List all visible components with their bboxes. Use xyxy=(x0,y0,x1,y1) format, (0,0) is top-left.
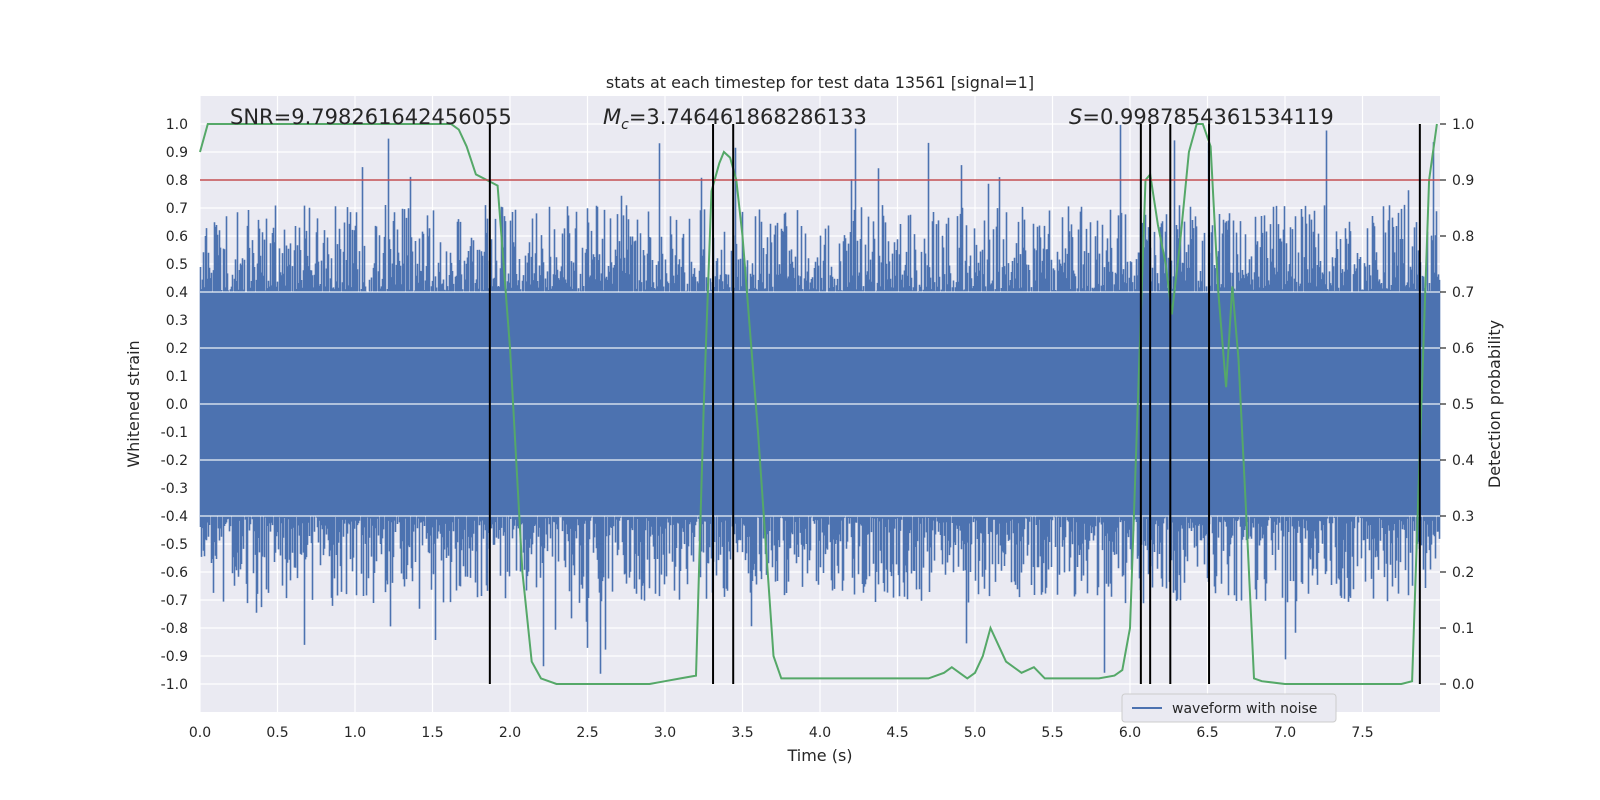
y-axis-right-ticks: 1.0 0.9 0.8 0.7 0.6 0.5 0.4 0.3 0.2 0.1 0.0 xyxy=(1440,117,1474,693)
x-tick-label-4: 2.0 xyxy=(499,725,521,741)
y-left-tick-label-17: -0.7 xyxy=(161,593,188,609)
y-right-tick-label-6: 0.4 xyxy=(1452,453,1474,469)
x-tick-label-1: 0.5 xyxy=(266,725,288,741)
annotation-chirp-mass: Mc=3.746461868286133 xyxy=(603,105,867,133)
x-tick-label-9: 4.5 xyxy=(886,725,908,741)
y-right-tick-label-5: 0.5 xyxy=(1452,397,1474,413)
y-left-tick-label-16: -0.6 xyxy=(161,565,188,581)
x-tick-label-6: 3.0 xyxy=(654,725,676,741)
y-left-tick-label-13: -0.3 xyxy=(161,481,188,497)
x-tick-label-11: 5.5 xyxy=(1041,725,1063,741)
x-tick-label-2: 1.0 xyxy=(344,725,366,741)
annotation-snr: SNR=9.798261642456055 xyxy=(230,105,512,129)
y-right-tick-label-9: 0.1 xyxy=(1452,621,1474,637)
y-left-tick-label-4: 0.6 xyxy=(166,229,188,245)
y-left-tick-label-8: 0.2 xyxy=(166,341,188,357)
y-left-tick-label-1: 0.9 xyxy=(166,145,188,161)
y-left-tick-label-5: 0.5 xyxy=(166,257,188,273)
x-tick-label-15: 7.5 xyxy=(1351,725,1373,741)
y-left-tick-label-10: 0.0 xyxy=(166,397,188,413)
y-left-tick-label-20: -1.0 xyxy=(161,677,188,693)
y-left-tick-label-3: 0.7 xyxy=(166,201,188,217)
annotation-chirp-mass-symbol: M xyxy=(603,105,621,129)
legend-label: waveform with noise xyxy=(1172,701,1317,717)
y-left-tick-label-0: 1.0 xyxy=(166,117,188,133)
detection-event-lines xyxy=(488,124,1421,684)
y-left-tick-label-12: -0.2 xyxy=(161,453,188,469)
x-tick-label-10: 5.0 xyxy=(964,725,986,741)
y-axis-left-ticks: 1.0 0.9 0.8 0.7 0.6 0.5 0.4 0.3 0.2 0.1 0.0 -0.1 -0.… xyxy=(161,117,188,693)
y-right-tick-label-10: 0.0 xyxy=(1452,677,1474,693)
y-left-tick-label-6: 0.4 xyxy=(166,285,188,301)
y-right-tick-label-8: 0.2 xyxy=(1452,565,1474,581)
x-tick-label-8: 4.0 xyxy=(809,725,831,741)
legend-box xyxy=(1121,693,1337,723)
y-left-tick-label-7: 0.3 xyxy=(166,313,188,329)
y-left-tick-label-19: -0.9 xyxy=(161,649,188,665)
annotation-s-symbol: S xyxy=(1069,105,1082,129)
x-axis-label: Time (s) xyxy=(786,746,852,765)
y-right-tick-label-4: 0.6 xyxy=(1452,341,1474,357)
y-left-tick-label-9: 0.1 xyxy=(166,369,188,385)
y-right-tick-label-1: 0.9 xyxy=(1452,173,1474,189)
y-left-tick-label-2: 0.8 xyxy=(166,173,188,189)
y-left-tick-label-11: -0.1 xyxy=(161,425,188,441)
y-left-tick-label-18: -0.8 xyxy=(161,621,188,637)
y-left-tick-label-14: -0.4 xyxy=(161,509,188,525)
y-right-tick-label-0: 1.0 xyxy=(1452,117,1474,133)
annotation-chirp-mass-value: =3.746461868286133 xyxy=(629,105,867,129)
y-left-tick-label-15: -0.5 xyxy=(161,537,188,553)
x-tick-label-13: 6.5 xyxy=(1196,725,1218,741)
x-tick-label-0: 0.0 xyxy=(189,725,211,741)
legend: waveform with noise xyxy=(1121,693,1337,723)
waveform-series xyxy=(199,124,1441,674)
x-axis-ticks: 0.0 0.5 1.0 1.5 2.0 2.5 3.0 3.5 4.0 4.5 5.0 5.5 6.0 6… xyxy=(189,725,1374,741)
x-tick-label-7: 3.5 xyxy=(731,725,753,741)
y-axis-right-label: Detection probability xyxy=(1485,320,1504,488)
y-right-tick-label-7: 0.3 xyxy=(1452,509,1474,525)
x-tick-label-14: 7.0 xyxy=(1274,725,1296,741)
x-tick-label-12: 6.0 xyxy=(1119,725,1141,741)
chart-title: stats at each timestep for test data 135… xyxy=(606,73,1034,92)
y-axis-left-label: Whitened strain xyxy=(124,340,143,467)
detection-probability-line xyxy=(199,123,1438,685)
x-tick-label-5: 2.5 xyxy=(576,725,598,741)
x-tick-label-3: 1.5 xyxy=(421,725,443,741)
y-right-tick-label-2: 0.8 xyxy=(1452,229,1474,245)
detection-probability-series xyxy=(199,123,1438,685)
annotation-s-value: =0.9987854361534119 xyxy=(1082,105,1333,129)
y-right-tick-label-3: 0.7 xyxy=(1452,285,1474,301)
annotation-s: S=0.9987854361534119 xyxy=(1069,105,1334,129)
annotation-chirp-mass-sub: c xyxy=(621,117,629,133)
